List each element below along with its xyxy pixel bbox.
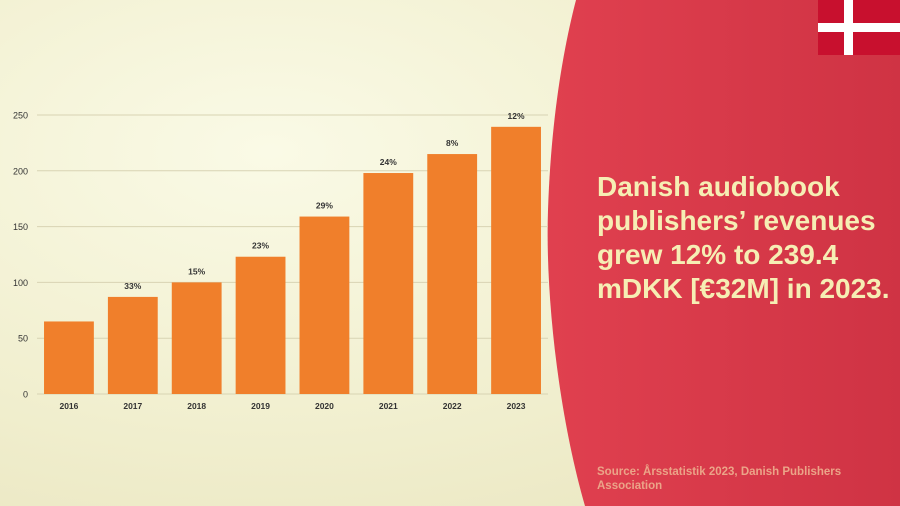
data-label: 15% bbox=[188, 266, 205, 276]
bar bbox=[235, 256, 286, 394]
x-tick-label: 2022 bbox=[443, 401, 462, 411]
y-tick-label: 150 bbox=[13, 222, 28, 232]
y-tick-label: 250 bbox=[13, 111, 28, 121]
denmark-flag-icon bbox=[818, 0, 900, 55]
flag-cross-horizontal bbox=[818, 23, 900, 32]
bar-chart-svg: 0 50 100 150 200 250 2016 2017 33% 2018 15% 2019 23%… bbox=[13, 111, 548, 411]
data-label: 24% bbox=[380, 157, 397, 167]
data-label: 33% bbox=[124, 281, 141, 291]
data-label: 12% bbox=[508, 111, 525, 121]
bar bbox=[171, 282, 222, 394]
bar bbox=[107, 296, 158, 394]
x-tick-label: 2017 bbox=[123, 401, 142, 411]
y-tick-label: 50 bbox=[18, 334, 28, 344]
x-tick-label: 2023 bbox=[507, 401, 526, 411]
x-tick-label: 2020 bbox=[315, 401, 334, 411]
x-tick-label: 2018 bbox=[187, 401, 206, 411]
bar bbox=[299, 216, 350, 394]
headline-text: Danish audiobook publishers’ revenues gr… bbox=[597, 171, 890, 304]
data-label: 29% bbox=[316, 201, 333, 211]
panel-shape bbox=[547, 0, 900, 506]
source-text: Source: Årsstatistik 2023, Danish Publis… bbox=[597, 466, 842, 493]
x-tick-label: 2019 bbox=[251, 401, 270, 411]
bar bbox=[491, 126, 541, 395]
bar bbox=[427, 154, 478, 394]
y-tick-label: 200 bbox=[13, 166, 28, 176]
x-tick-label: 2016 bbox=[59, 401, 78, 411]
bar bbox=[363, 173, 414, 394]
x-tick-label: 2021 bbox=[379, 401, 398, 411]
bar bbox=[44, 321, 94, 394]
bar-chart: 0 50 100 150 200 250 2016 2017 33% 2018 15% 2019 23%… bbox=[0, 90, 560, 430]
y-tick-label: 100 bbox=[13, 278, 28, 288]
y-tick-label: 0 bbox=[23, 390, 28, 400]
data-label: 8% bbox=[446, 138, 459, 148]
data-label: 23% bbox=[252, 241, 269, 251]
